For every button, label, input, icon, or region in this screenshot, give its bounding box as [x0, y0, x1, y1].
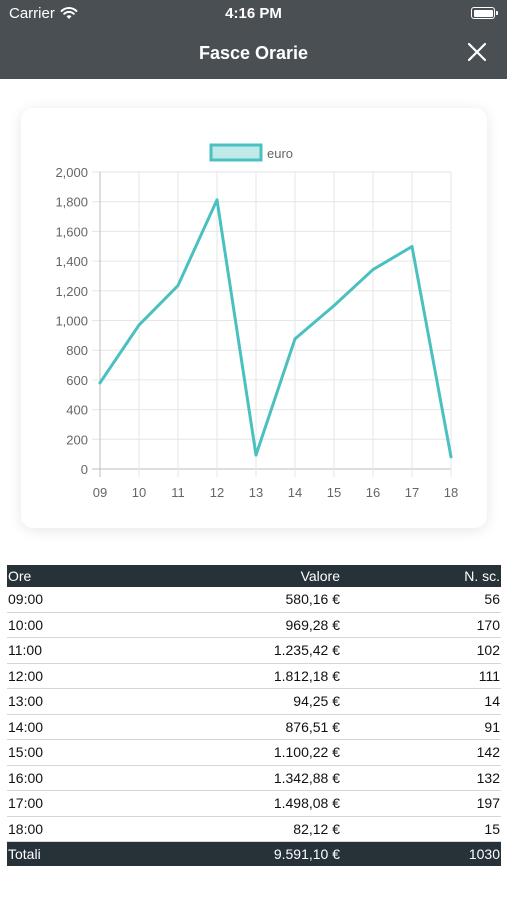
data-point [371, 268, 375, 272]
x-tick-label: 09 [93, 485, 107, 500]
cell-valore: 1.235,42 € [129, 637, 341, 664]
totals-valore: 9.591,10 € [129, 841, 341, 866]
totals-label: Totali [7, 841, 129, 866]
cell-nsc: 56 [341, 587, 501, 613]
cell-nsc: 15 [341, 816, 501, 842]
cell-ore: 09:00 [7, 587, 129, 613]
table-row: 09:00 580,16 €56 [7, 587, 501, 613]
cell-valore: 1.342,88 € [129, 765, 341, 791]
legend-label: euro [267, 146, 293, 161]
clock: 4:16 PM [225, 5, 282, 22]
table-row: 11:00 1.235,42 €102 [7, 637, 501, 664]
data-point [176, 284, 180, 288]
y-tick-label: 400 [66, 403, 88, 418]
y-tick-label: 1,800 [55, 195, 88, 210]
x-tick-label: 13 [249, 485, 263, 500]
x-tick-label: 14 [288, 485, 302, 500]
cell-nsc: 142 [341, 739, 501, 766]
data-point [332, 304, 336, 308]
table-header-row: Ore Valore N. sc. [7, 565, 501, 587]
cell-ore: 17:00 [7, 790, 129, 817]
cell-valore: 876,51 € [129, 714, 341, 740]
cell-valore: 1.498,08 € [129, 790, 341, 817]
data-point [293, 337, 297, 341]
x-tick-label: 17 [405, 485, 419, 500]
cell-valore: 969,28 € [129, 612, 341, 638]
totals-row: Totali 9.591,10 € 1030 [7, 841, 501, 866]
data-point [137, 323, 141, 327]
y-tick-label: 800 [66, 343, 88, 358]
cell-ore: 18:00 [7, 816, 129, 842]
cell-ore: 11:00 [7, 637, 129, 664]
x-tick-label: 10 [132, 485, 146, 500]
hours-table: Ore Valore N. sc. 09:00 580,16 €56 10:00 96… [7, 565, 501, 866]
series-line-euro [98, 198, 453, 459]
x-tick-label: 12 [210, 485, 224, 500]
cell-valore: 1.812,18 € [129, 663, 341, 689]
totals-nsc: 1030 [341, 841, 501, 866]
y-tick-label: 0 [81, 462, 88, 477]
cell-valore: 580,16 € [129, 587, 341, 613]
close-button[interactable] [465, 40, 489, 64]
cell-ore: 15:00 [7, 739, 129, 766]
table-row: 16:00 1.342,88 €132 [7, 765, 501, 791]
y-tick-label: 2,000 [55, 165, 88, 180]
header-nsc: N. sc. [341, 565, 501, 587]
y-tick-label: 200 [66, 432, 88, 447]
y-tick-label: 1,600 [55, 224, 88, 239]
battery-icon [471, 7, 498, 19]
table-row: 14:00 876,51 €91 [7, 714, 501, 740]
header: Carrier 4:16 PM Fasce Orarie [0, 0, 507, 79]
cell-valore: 94,25 € [129, 688, 341, 715]
cell-ore: 10:00 [7, 612, 129, 638]
chart-card: 0 200 400 600 800 1,000 1,200 1,400 1,600 1,800 2,… [21, 108, 487, 528]
table-row: 15:00 1.100,22 €142 [7, 739, 501, 766]
data-point [410, 245, 414, 249]
cell-nsc: 197 [341, 790, 501, 817]
line-chart: 0 200 400 600 800 1,000 1,200 1,400 1,600 1,800 2,… [55, 143, 458, 500]
cell-nsc: 14 [341, 688, 501, 715]
cell-valore: 1.100,22 € [129, 739, 341, 766]
data-point [98, 381, 102, 385]
y-tick-label: 1,200 [55, 284, 88, 299]
data-point [449, 455, 453, 459]
y-tick-label: 1,400 [55, 254, 88, 269]
table-row: 18:00 82,12 €15 [7, 816, 501, 842]
x-tick-label: 15 [327, 485, 341, 500]
table-row: 17:00 1.498,08 €197 [7, 790, 501, 817]
table-row: 13:00 94,25 €14 [7, 688, 501, 715]
cell-nsc: 102 [341, 637, 501, 664]
cell-nsc: 111 [341, 663, 501, 689]
table-row: 12:00 1.812,18 €111 [7, 663, 501, 689]
x-tick-label: 11 [171, 485, 185, 500]
cell-nsc: 91 [341, 714, 501, 740]
x-tick-label: 18 [444, 485, 458, 500]
cell-nsc: 170 [341, 612, 501, 638]
cell-nsc: 132 [341, 765, 501, 791]
x-tick-label: 16 [366, 485, 380, 500]
data-point [215, 198, 219, 202]
cell-ore: 13:00 [7, 688, 129, 715]
cell-ore: 16:00 [7, 765, 129, 791]
data-point [254, 453, 258, 457]
wifi-icon [60, 7, 78, 19]
cell-ore: 12:00 [7, 663, 129, 689]
close-icon [467, 42, 487, 62]
header-ore: Ore [7, 565, 129, 587]
cell-valore: 82,12 € [129, 816, 341, 842]
y-tick-label: 600 [66, 373, 88, 388]
status-bar: Carrier 4:16 PM [0, 0, 507, 28]
legend-swatch [209, 143, 263, 162]
page-title: Fasce Orarie [198, 43, 309, 63]
carrier-label: Carrier [9, 5, 55, 22]
table-row: 10:00 969,28 €170 [7, 612, 501, 638]
cell-ore: 14:00 [7, 714, 129, 740]
header-valore: Valore [129, 565, 341, 587]
y-tick-label: 1,000 [55, 314, 88, 329]
